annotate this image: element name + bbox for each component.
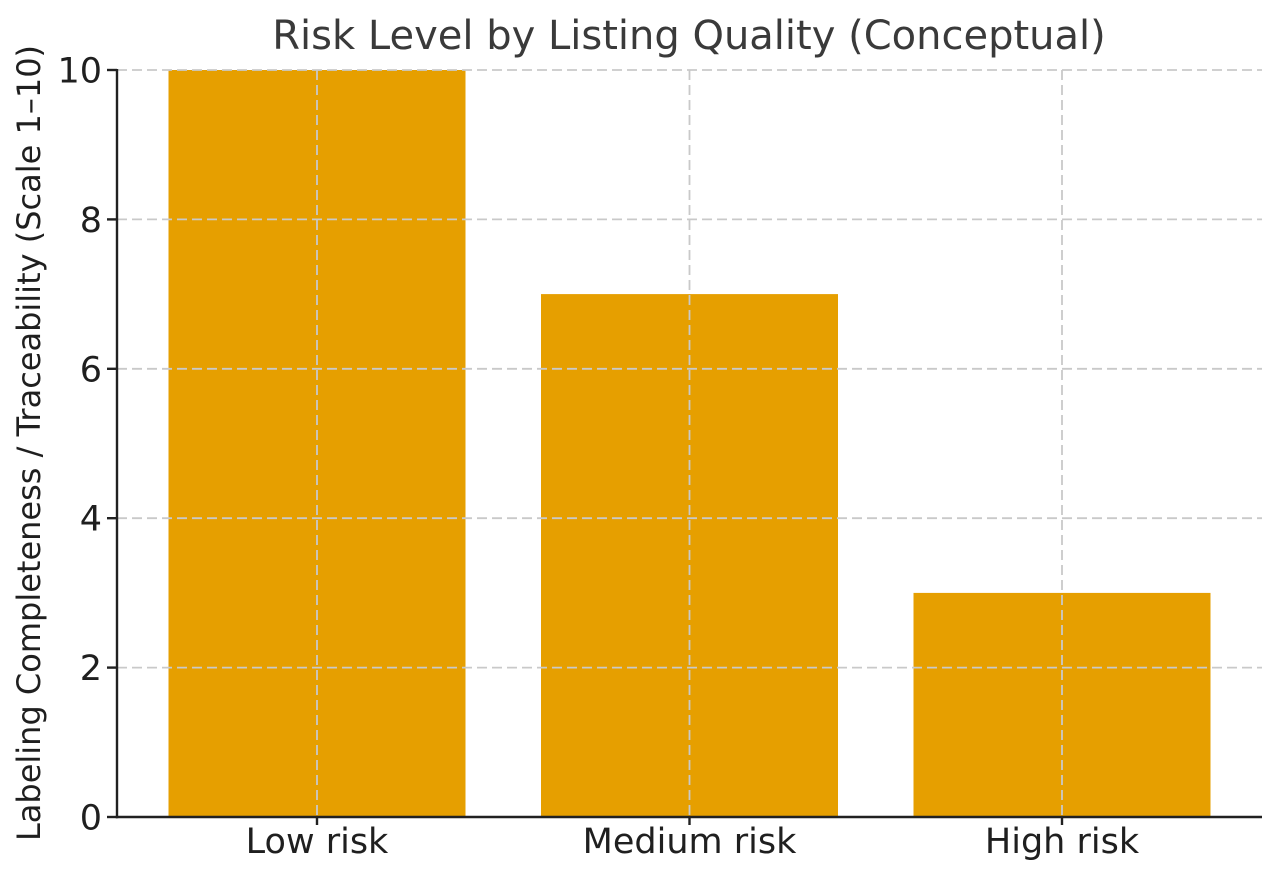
x-tick-label: Low risk: [246, 822, 389, 862]
y-tick-label: 2: [80, 649, 102, 689]
y-axis-label: Labeling Completeness / Traceability (Sc…: [10, 44, 48, 842]
y-tick-label: 0: [80, 799, 102, 839]
x-tick-label: Medium risk: [583, 822, 797, 862]
y-tick-label: 8: [80, 201, 102, 241]
y-tick-label: 6: [80, 350, 102, 390]
y-tick-label: 4: [80, 500, 102, 540]
x-tick-label: High risk: [985, 822, 1140, 862]
y-tick-label: 10: [57, 52, 102, 92]
chart-title: Risk Level by Listing Quality (Conceptua…: [272, 13, 1106, 59]
